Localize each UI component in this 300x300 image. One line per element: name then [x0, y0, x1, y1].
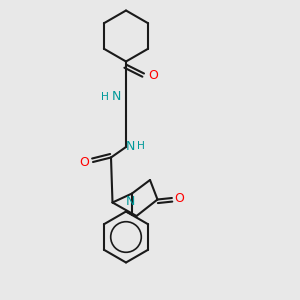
- Text: N: N: [125, 140, 135, 153]
- Text: H: H: [136, 141, 144, 151]
- Text: O: O: [148, 69, 158, 82]
- Text: N: N: [126, 195, 135, 208]
- Text: O: O: [80, 156, 89, 169]
- Text: N: N: [112, 90, 122, 103]
- Text: H: H: [101, 92, 109, 102]
- Text: O: O: [174, 191, 184, 205]
